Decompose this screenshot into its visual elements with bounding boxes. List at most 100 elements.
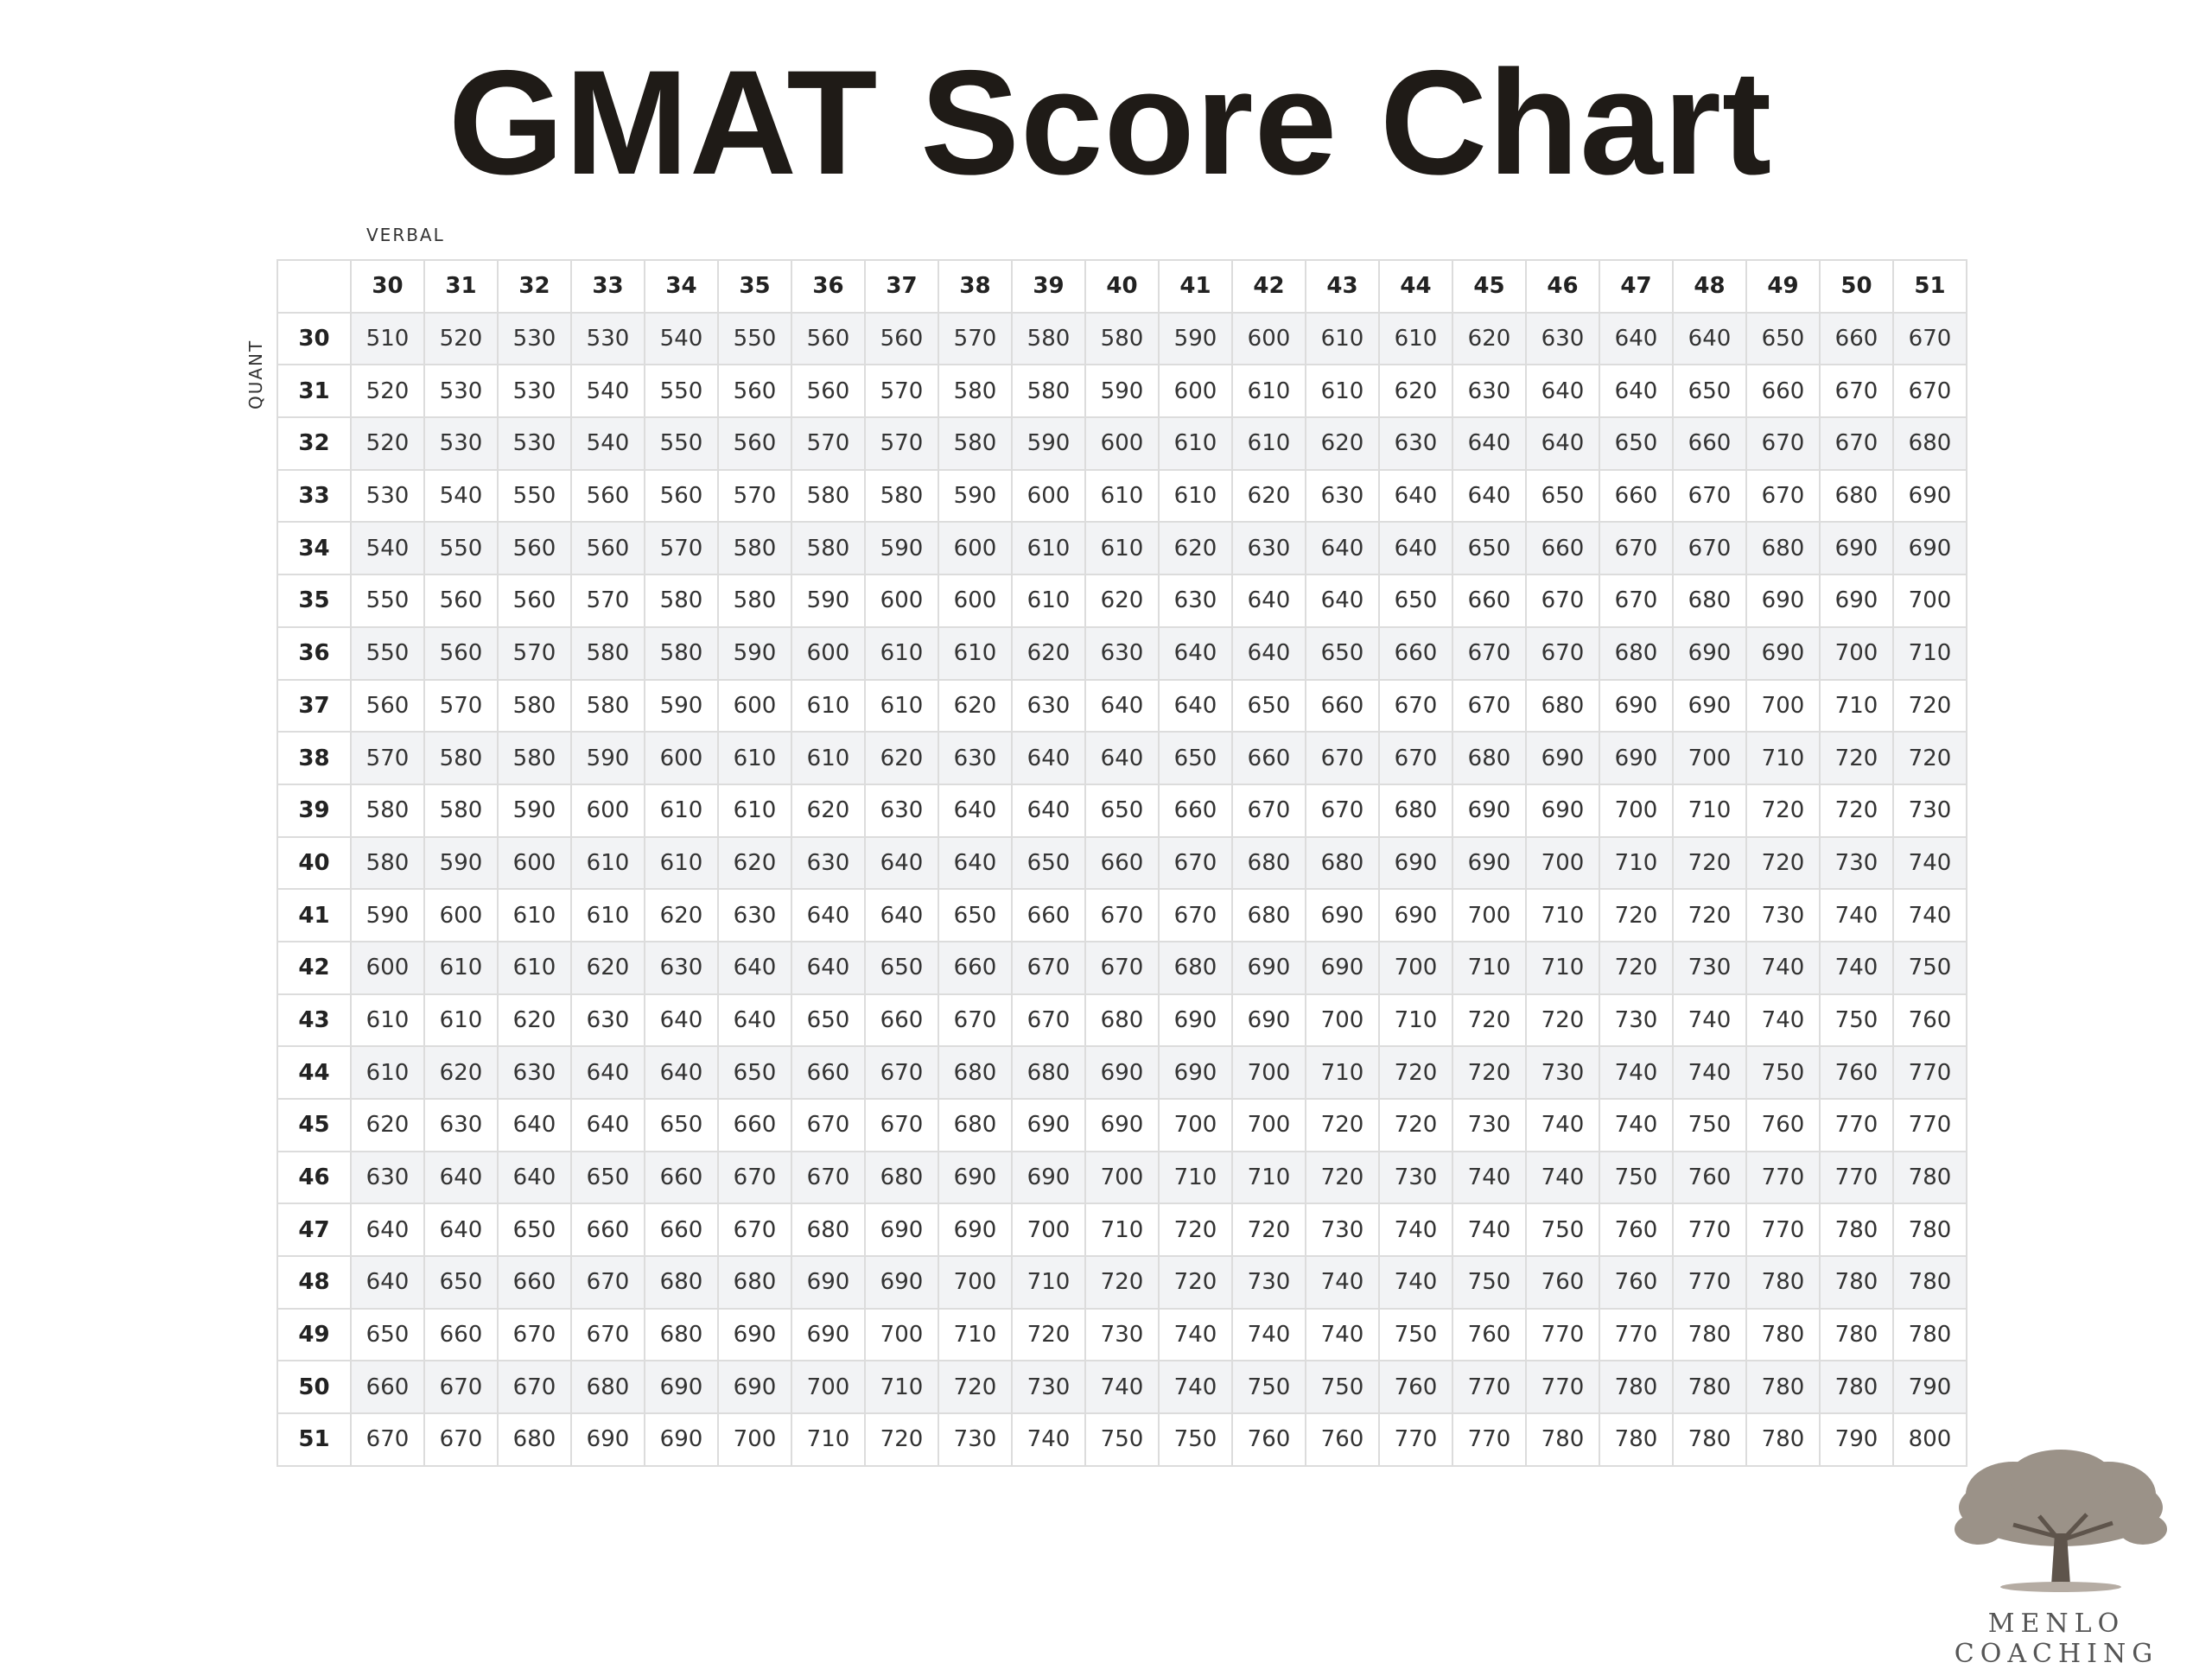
score-cell: 690 [938, 1203, 1013, 1258]
quant-row-header: 48 [276, 1255, 352, 1310]
score-cell: 640 [1378, 521, 1453, 576]
score-cell: 600 [1158, 364, 1233, 419]
score-cell: 750 [1378, 1307, 1453, 1362]
score-cell: 610 [423, 993, 499, 1048]
score-cell: 640 [1525, 364, 1600, 419]
quant-row-header: 33 [276, 468, 352, 524]
score-cell: 600 [497, 835, 572, 891]
score-cell: 580 [717, 574, 792, 628]
score-cell: 660 [497, 1255, 572, 1310]
score-cell: 560 [644, 468, 719, 524]
score-cell: 620 [1452, 311, 1527, 366]
score-cell: 640 [791, 888, 866, 942]
verbal-column-header: 36 [791, 259, 866, 314]
score-cell: 620 [350, 1098, 425, 1152]
verbal-column-header: 50 [1819, 259, 1894, 314]
score-cell: 650 [1158, 731, 1233, 785]
score-cell: 690 [1452, 783, 1527, 838]
score-cell: 730 [1305, 1203, 1380, 1258]
score-cell: 730 [1819, 835, 1894, 891]
score-cell: 620 [570, 940, 645, 995]
score-cell: 720 [938, 1360, 1013, 1415]
score-cell: 730 [1011, 1360, 1086, 1415]
score-cell: 630 [791, 835, 866, 891]
score-cell: 640 [1084, 731, 1160, 785]
score-cell: 730 [1745, 888, 1821, 942]
table-row: 31 520 530 530 540 550 560 560 570 580 580 590 600 61… [276, 364, 1967, 419]
score-cell: 690 [644, 1412, 719, 1467]
score-cell: 650 [497, 1203, 572, 1258]
verbal-axis-label: VERBAL [366, 225, 445, 245]
score-cell: 670 [1672, 468, 1747, 524]
score-cell: 690 [864, 1255, 939, 1310]
score-cell: 700 [1158, 1098, 1233, 1152]
score-cell: 670 [1745, 468, 1821, 524]
score-cell: 660 [423, 1307, 499, 1362]
score-cell: 630 [497, 1045, 572, 1100]
score-cell: 690 [791, 1307, 866, 1362]
score-cell: 580 [717, 521, 792, 576]
score-cell: 680 [864, 1150, 939, 1205]
score-cell: 620 [1158, 521, 1233, 576]
score-cell: 560 [423, 574, 499, 628]
score-cell: 690 [1672, 678, 1747, 733]
quant-row-header: 32 [276, 416, 352, 471]
score-cell: 640 [1378, 468, 1453, 524]
score-cell: 780 [1672, 1307, 1747, 1362]
score-cell: 590 [1084, 364, 1160, 419]
score-cell: 640 [791, 940, 866, 995]
score-cell: 610 [864, 678, 939, 733]
score-cell: 600 [791, 625, 866, 681]
score-cell: 670 [717, 1150, 792, 1205]
score-cell: 750 [1305, 1360, 1380, 1415]
score-cell: 560 [791, 364, 866, 419]
score-cell: 670 [497, 1360, 572, 1415]
score-cell: 740 [1305, 1307, 1380, 1362]
score-cell: 690 [1819, 574, 1894, 628]
score-cell: 770 [1819, 1150, 1894, 1205]
score-cell: 660 [644, 1150, 719, 1205]
score-cell: 760 [1892, 993, 1967, 1048]
score-cell: 690 [1525, 731, 1600, 785]
score-cell: 660 [1305, 678, 1380, 733]
score-cell: 660 [1084, 835, 1160, 891]
score-cell: 760 [1305, 1412, 1380, 1467]
score-cell: 730 [1378, 1150, 1453, 1205]
score-cell: 700 [938, 1255, 1013, 1310]
score-cell: 680 [1745, 521, 1821, 576]
score-cell: 640 [864, 888, 939, 942]
score-cell: 650 [1084, 783, 1160, 838]
score-cell: 680 [1084, 993, 1160, 1048]
score-cell: 540 [570, 416, 645, 471]
score-cell: 780 [1672, 1360, 1747, 1415]
score-cell: 590 [791, 574, 866, 628]
score-cell: 630 [423, 1098, 499, 1152]
score-cell: 580 [570, 678, 645, 733]
score-cell: 720 [1158, 1203, 1233, 1258]
page-title: GMAT Score Chart [448, 40, 1773, 206]
score-cell: 640 [570, 1045, 645, 1100]
table-row: 41 590 600 610 610 620 630 640 640 650 660 670 670 68… [276, 888, 1967, 942]
score-cell: 690 [1892, 521, 1967, 576]
score-cell: 770 [1525, 1360, 1600, 1415]
score-cell: 700 [1819, 625, 1894, 681]
score-cell: 640 [1231, 574, 1306, 628]
quant-row-header: 40 [276, 835, 352, 891]
score-cell: 760 [1599, 1255, 1674, 1310]
score-cell: 780 [1745, 1360, 1821, 1415]
score-cell: 770 [1452, 1412, 1527, 1467]
score-cell: 750 [1672, 1098, 1747, 1152]
score-cell: 580 [938, 416, 1013, 471]
score-cell: 720 [1599, 888, 1674, 942]
score-cell: 780 [1892, 1255, 1967, 1310]
score-cell: 740 [1231, 1307, 1306, 1362]
score-cell: 700 [1305, 993, 1380, 1048]
score-cell: 700 [1452, 888, 1527, 942]
score-cell: 690 [570, 1412, 645, 1467]
table-row: 34 540 550 560 560 570 580 580 590 600 610 610 620 63… [276, 521, 1967, 576]
score-cell: 680 [1231, 888, 1306, 942]
score-cell: 740 [1819, 940, 1894, 995]
score-cell: 700 [1672, 731, 1747, 785]
score-cell: 650 [1672, 364, 1747, 419]
score-cell: 540 [350, 521, 425, 576]
